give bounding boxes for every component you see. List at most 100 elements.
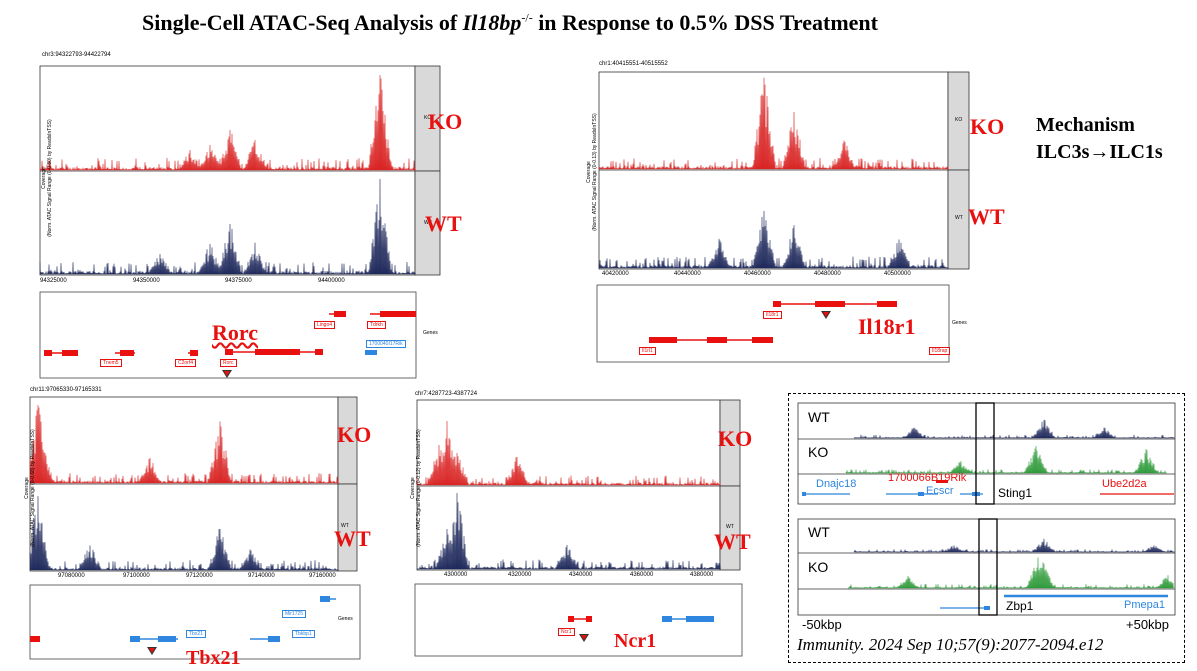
immunity-inset <box>788 393 1185 663</box>
x-tick-2: 40440000 <box>674 271 701 277</box>
target-gene-rorc: Rorc <box>212 320 259 345</box>
gene-pmepa1: Pmepa1 <box>1124 599 1165 611</box>
x-tick-4: 94400000 <box>318 278 345 284</box>
ko-signal <box>39 74 416 171</box>
wt-label-tbx21: WT <box>334 526 371 551</box>
ko-strip-label: KO <box>955 117 963 123</box>
immunity-figure: WT KO Dnajc18 1700066B19Rik Ecscr Sting1… <box>797 402 1176 633</box>
gene-box-ncr1: Ncr1 <box>558 628 575 636</box>
genes-track-label: Genes <box>338 616 353 622</box>
gene-ube2d2a: Ube2d2a <box>1102 478 1147 490</box>
genes-track-label: Genes <box>952 320 967 326</box>
x-tick-4: 4360000 <box>630 572 654 578</box>
x-tick-4: 97140000 <box>248 573 275 579</box>
ko-label-rorc: KO <box>428 109 463 134</box>
wt-strip-label: WT <box>726 524 734 530</box>
wt-label-ncr1: WT <box>714 529 751 554</box>
x-tick-4: 40480000 <box>814 271 841 277</box>
axis-right-label: +50kbp <box>1126 617 1170 632</box>
ko-label-ncr1: KO <box>718 426 753 451</box>
ko-signal <box>598 77 949 170</box>
wt-strip-label: WT <box>341 523 349 529</box>
gene-box-tbkbp1: Tbkbp1 <box>292 630 315 638</box>
gene-box-il18rap: Il18rap <box>929 347 951 355</box>
rorc-tracks <box>39 65 441 379</box>
tbx21-tracks <box>29 396 361 660</box>
bottom-wt-signal <box>853 538 1175 553</box>
axis-left-label: -50kbp <box>802 617 842 632</box>
gene-sting1: Sting1 <box>998 486 1033 500</box>
x-tick-1: 4300000 <box>444 572 468 578</box>
rorc-panel: chr3:94322793-94422794 Lingo4 Tdrkh Tnem… <box>39 52 442 382</box>
region-label: chr1:40415551-40515552 <box>599 61 668 67</box>
ncr1-tracks <box>414 399 743 657</box>
x-tick-3: 97120000 <box>186 573 213 579</box>
wt-label-rorc: WT <box>425 211 462 236</box>
wt-signal <box>39 178 416 275</box>
gene-1700066b19rik: 1700066B19Rik <box>888 472 967 484</box>
ko-signal <box>416 420 721 486</box>
x-tick-5: 4380000 <box>690 572 714 578</box>
mechanism-line-2: ILC3s→ILC1s <box>1036 141 1163 163</box>
y-axis-label: Coverage (Norm. ATAC Signal Range (0-0.13… <box>586 113 598 231</box>
region-label: chr3:94322793-94422794 <box>42 52 111 58</box>
top-ko-signal <box>845 445 1168 474</box>
ncr1-panel: chr7:4287723-4387724 Ncr1 WT Coverage (No… <box>404 391 744 659</box>
mechanism-line-1: Mechanism <box>1036 114 1135 136</box>
wt-signal <box>416 492 721 570</box>
top-wt-label: WT <box>808 409 830 425</box>
gene-box-1700040i17rik: 1700040I17Rik <box>366 340 406 348</box>
x-tick-1: 97080000 <box>58 573 85 579</box>
gene-box-il18r1: Il18r1 <box>763 311 782 319</box>
target-gene-ncr1: Ncr1 <box>614 630 657 652</box>
page-title: Single-Cell ATAC-Seq Analysis of Il18bp-… <box>142 10 878 35</box>
il18r1-tracks <box>596 71 970 363</box>
target-gene-tbx21: Tbx21 <box>186 647 241 669</box>
bottom-ko-label: KO <box>808 559 829 575</box>
gene-models <box>44 311 416 356</box>
bottom-ko-signal <box>848 557 1174 589</box>
x-tick-5: 97160000 <box>309 573 336 579</box>
il18r1-panel: chr1:40415551-40515552 Il18r1 Il1rl1 Il1… <box>577 61 977 366</box>
top-wt-signal <box>853 419 1175 439</box>
gene-box-tbx21: Tbx21 <box>186 630 206 638</box>
x-tick-2: 94350000 <box>133 278 160 284</box>
wt-strip-label: WT <box>955 215 963 221</box>
region-label: chr11:97065330-97165331 <box>30 387 102 393</box>
x-tick-2: 4320000 <box>508 572 532 578</box>
ko-label-il18r1: KO <box>970 114 1005 139</box>
gene-box-il1rl1: Il1rl1 <box>639 347 656 355</box>
x-tick-3: 4340000 <box>569 572 593 578</box>
top-ko-label: KO <box>808 444 829 460</box>
gene-box-tdrkh: Tdrkh <box>367 321 386 329</box>
gene-ecscr: Ecscr <box>926 485 954 497</box>
gene-box-lingo4: Lingo4 <box>314 321 336 329</box>
wt-strip-label: WT <box>424 220 432 226</box>
x-tick-1: 94325000 <box>40 278 67 284</box>
immunity-tracks <box>797 402 1176 616</box>
gene-box-mir1725: Mir1725 <box>282 610 307 618</box>
wt-label-il18r1: WT <box>968 204 1005 229</box>
gene-dnajc18: Dnajc18 <box>816 478 857 490</box>
y-axis-label: Coverage (Norm. ATAC Signal Range (0-0.68… <box>24 429 36 547</box>
wt-signal <box>598 210 949 269</box>
citation: Immunity. 2024 Sep 10;57(9):2077-2094.e1… <box>797 635 1104 654</box>
gene-zbp1: Zbp1 <box>1006 599 1034 613</box>
ko-label-tbx21: KO <box>337 422 372 447</box>
genes-track-label: Genes <box>423 330 438 336</box>
ko-signal <box>29 405 339 484</box>
tbx21-panel: chr11:97065330-97165331 Tbx21 Mir1725 Tb… <box>24 387 366 662</box>
wt-signal <box>29 496 340 571</box>
gene-box-tnem5: Tnem5 <box>100 359 122 367</box>
x-tick-3: 94375000 <box>225 278 252 284</box>
target-gene-il18r1: Il18r1 <box>858 314 916 339</box>
ko-strip-label: KO <box>424 115 432 121</box>
x-tick-1: 40420000 <box>602 271 629 277</box>
bottom-wt-label: WT <box>808 524 830 540</box>
y-axis-label: Coverage (Norm. ATAC Signal Range (0-0.80… <box>41 119 53 237</box>
y-axis-label: Coverage (Norm. ATAC Signal Range (0-0.12… <box>410 429 422 547</box>
x-tick-2: 97100000 <box>123 573 150 579</box>
x-tick-3: 40460000 <box>744 271 771 277</box>
gene-box-c2orf4: C2orf4 <box>175 359 197 367</box>
gene-box-rorc: Rorc <box>220 359 237 367</box>
